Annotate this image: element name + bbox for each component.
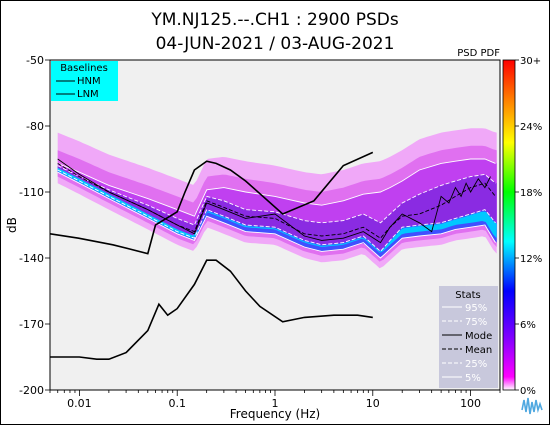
y-tick-label: -170 (19, 318, 44, 331)
density-band-core (57, 165, 497, 251)
colorbar-ticks: 30+ 24% 18% 12% 6% 0% (515, 56, 542, 397)
colorbar-tick-label: 12% (520, 254, 542, 265)
legend-hnm-label: HNM (77, 76, 101, 87)
x-tick-label: 0.01 (67, 397, 92, 410)
colorbar-tick-label: 24% (520, 122, 542, 133)
x-axis-label: Frequency (Hz) (230, 407, 321, 421)
stats-legend: Stats 95% 75% Mode Mean 25% 5% (439, 286, 498, 388)
baselines-legend: Baselines HNM LNM (51, 61, 118, 101)
chart-title-line2: 04-JUN-2021 / 03-AUG-2021 (156, 34, 395, 54)
y-tick-label: -50 (26, 54, 44, 67)
y-tick-label: -80 (26, 120, 44, 133)
y-axis-label: dB (5, 217, 19, 233)
legend-lnm-label: LNM (77, 89, 99, 100)
x-tick-label: 0.1 (168, 397, 186, 410)
colorbar (502, 59, 516, 391)
series-line-75pct (57, 165, 496, 226)
legend-75-label: 75% (465, 317, 487, 328)
legend-25-label: 25% (465, 359, 487, 370)
colorbar-title: PSD PDF (457, 48, 500, 59)
x-tick-label: 1 (272, 397, 279, 410)
x-tick-label: 100 (460, 397, 481, 410)
stats-legend-box (439, 286, 498, 388)
y-tick-label: -110 (19, 186, 44, 199)
colorbar-tick-label: 0% (520, 386, 536, 397)
stats-legend-title: Stats (455, 290, 481, 301)
y-axis-ticks: -50 -80 -110 -140 -170 -200 (19, 54, 50, 397)
legend-mean-label: Mean (465, 345, 492, 356)
iris-logo-icon (521, 397, 543, 415)
legend-95-label: 95% (465, 303, 487, 314)
series-line-mode (57, 158, 491, 244)
colorbar-tick-label: 18% (520, 188, 542, 199)
baselines-legend-title: Baselines (60, 63, 108, 74)
x-axis-ticks: 0.01 0.1 1 10 100 (49, 390, 501, 410)
colorbar-tick-label: 6% (520, 320, 536, 331)
legend-mode-label: Mode (465, 331, 492, 342)
series-line-25pct (57, 169, 496, 253)
legend-5-label: 5% (465, 373, 481, 384)
series-line-95pct (57, 158, 496, 217)
series-line-5pct (57, 171, 496, 259)
colorbar-tick-label: 30+ (520, 56, 541, 67)
series-layer (50, 151, 496, 361)
y-tick-label: -140 (19, 252, 44, 265)
x-tick-label: 10 (366, 397, 380, 410)
chart-title-line1: YM.NJ125.--.CH1 : 2900 PSDs (150, 10, 399, 30)
y-tick-label: -200 (19, 384, 44, 397)
series-line-hnm (50, 151, 374, 255)
series-line-lnm (50, 259, 373, 361)
